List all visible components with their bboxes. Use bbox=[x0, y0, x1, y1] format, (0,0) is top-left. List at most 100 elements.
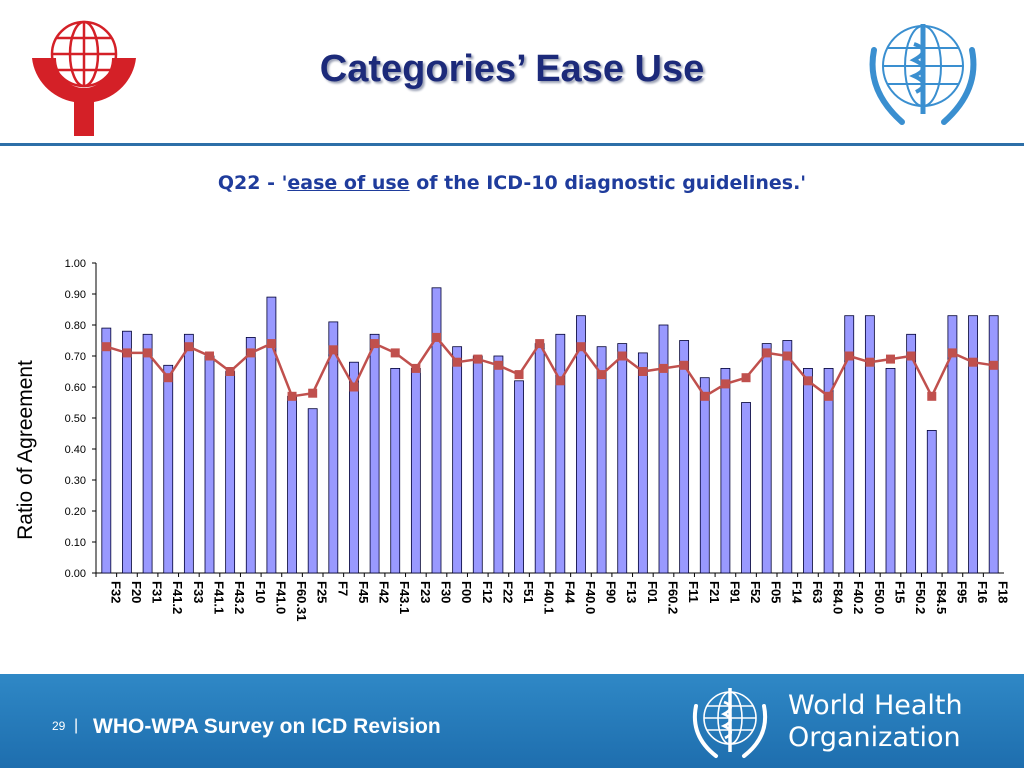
who-emblem-logo bbox=[869, 24, 977, 125]
bar bbox=[885, 367, 896, 574]
bar bbox=[328, 321, 339, 574]
x-tick-label: F00 bbox=[459, 581, 474, 603]
bar bbox=[369, 333, 380, 574]
wpa-globe-logo bbox=[32, 20, 136, 136]
who-name: World Health Organization bbox=[788, 690, 963, 754]
y-tick-label: 0.80 bbox=[65, 320, 86, 332]
x-tick-label: F12 bbox=[480, 581, 495, 603]
x-tick-label: F51 bbox=[521, 581, 536, 603]
x-tick-label: F84.5 bbox=[934, 581, 949, 614]
line-point bbox=[101, 342, 111, 352]
x-tick-label: F30 bbox=[439, 581, 454, 603]
x-tick-label: F23 bbox=[418, 581, 433, 603]
bar bbox=[803, 367, 813, 574]
y-axis-label: Ratio of Agreement bbox=[14, 360, 37, 540]
line-point bbox=[163, 373, 173, 383]
bar bbox=[906, 333, 917, 574]
x-tick-label: F16 bbox=[975, 581, 990, 603]
bar bbox=[122, 330, 132, 574]
x-tick-label: F43.1 bbox=[397, 581, 412, 614]
bar bbox=[988, 315, 999, 574]
x-tick-label: F31 bbox=[150, 581, 165, 603]
line-point bbox=[597, 370, 607, 380]
x-tick-label: F40.2 bbox=[851, 581, 866, 614]
y-tick-label: 0.30 bbox=[65, 475, 86, 487]
y-tick-label: 0.20 bbox=[65, 506, 86, 518]
line-point bbox=[700, 391, 710, 401]
y-tick-label: 0.00 bbox=[65, 568, 86, 580]
bar bbox=[163, 364, 174, 574]
footer-title: WHO-WPA Survey on ICD Revision bbox=[93, 715, 441, 738]
line-point bbox=[844, 351, 854, 361]
line-point bbox=[968, 357, 978, 367]
bar bbox=[720, 367, 731, 574]
x-tick-label: F11 bbox=[686, 581, 701, 603]
bar bbox=[637, 352, 648, 574]
x-tick-label: F95 bbox=[954, 581, 969, 603]
line-point bbox=[638, 367, 648, 376]
line-point bbox=[659, 363, 668, 373]
line-point bbox=[762, 348, 772, 358]
line-point bbox=[143, 348, 153, 358]
y-tick-label: 0.10 bbox=[65, 537, 86, 549]
bar bbox=[699, 377, 710, 574]
subtitle-suffix: of the ICD-10 diagnostic guidelines.' bbox=[409, 172, 807, 194]
bar bbox=[493, 355, 504, 574]
line-point bbox=[679, 360, 689, 370]
bar bbox=[390, 367, 401, 574]
bar bbox=[741, 402, 751, 574]
line-point bbox=[349, 382, 359, 392]
y-tick-label: 0.60 bbox=[65, 382, 86, 394]
line-point bbox=[184, 342, 194, 352]
title-divider bbox=[0, 143, 1024, 146]
bar bbox=[844, 315, 855, 574]
line-point bbox=[535, 339, 545, 349]
x-tick-label: F50.0 bbox=[872, 581, 887, 614]
x-tick-label: F90 bbox=[604, 581, 619, 603]
x-tick-label: F05 bbox=[769, 581, 784, 603]
x-tick-label: F40.0 bbox=[583, 581, 598, 614]
x-tick-label: F50.2 bbox=[913, 581, 928, 614]
x-tick-label: F40.1 bbox=[542, 581, 557, 614]
x-tick-label: F33 bbox=[191, 581, 206, 603]
x-tick-label: F60.2 bbox=[666, 581, 681, 614]
slide-title: Categories’ Ease Use bbox=[319, 48, 705, 90]
x-tick-label: F91 bbox=[727, 581, 742, 603]
bar bbox=[349, 361, 359, 574]
x-tick-label: F41.1 bbox=[212, 581, 227, 614]
x-tick-label: F22 bbox=[500, 581, 515, 603]
bar bbox=[142, 333, 153, 574]
line-point bbox=[514, 370, 524, 380]
subtitle-prefix: Q22 - ' bbox=[217, 172, 288, 194]
line-point bbox=[308, 388, 318, 398]
line-point bbox=[782, 351, 792, 361]
bar bbox=[782, 340, 793, 574]
bar bbox=[926, 429, 937, 574]
bar bbox=[947, 315, 958, 574]
x-tick-label: F15 bbox=[893, 581, 908, 603]
line-point bbox=[906, 351, 916, 361]
bar bbox=[658, 324, 669, 574]
bar bbox=[183, 333, 194, 574]
y-tick-label: 0.50 bbox=[65, 413, 86, 425]
who-name-line1: World Health bbox=[788, 690, 963, 721]
x-tick-label: F32 bbox=[108, 581, 123, 603]
line-point bbox=[225, 367, 235, 376]
footer-bar: 29 | WHO-WPA Survey on ICD Revision Worl… bbox=[0, 674, 1024, 768]
bar-line-chart: 0.00 0.10 0.20 0.30 0.40 0.50 0.60 0.70 0.80 0.90… bbox=[65, 258, 1011, 621]
line-point bbox=[865, 357, 875, 367]
subtitle-link[interactable]: ease of use bbox=[287, 172, 410, 194]
bar bbox=[823, 367, 834, 574]
x-tick-label: F52 bbox=[748, 581, 763, 603]
y-axis-label-box: Ratio of Agreement bbox=[14, 360, 37, 540]
line-point bbox=[803, 376, 813, 386]
line-point bbox=[493, 360, 503, 370]
x-tick-label: F42 bbox=[377, 581, 392, 603]
x-tick-label: F10 bbox=[253, 581, 268, 603]
y-tick-label: 1.00 bbox=[65, 258, 86, 270]
x-tick-label: F13 bbox=[624, 581, 639, 603]
chart-subtitle: Q22 - 'ease of use of the ICD-10 diagnos… bbox=[0, 172, 1024, 194]
bar bbox=[266, 296, 277, 574]
line-point bbox=[947, 348, 957, 358]
line-point bbox=[576, 342, 586, 352]
